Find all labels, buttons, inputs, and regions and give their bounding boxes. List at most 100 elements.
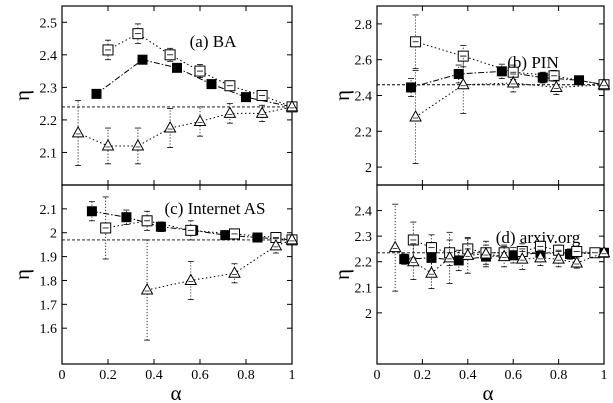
y-tick-label: 2.4	[355, 90, 373, 105]
y-tick-label: 2.4	[355, 205, 373, 220]
data-point	[497, 249, 511, 262]
data-point	[425, 266, 438, 278]
data-point	[91, 88, 102, 99]
y-tick-label: 1.7	[40, 298, 58, 313]
panel-title: (d) arxiv.org	[496, 228, 581, 247]
plot-frame	[376, 184, 605, 365]
data-point	[534, 250, 547, 263]
series-open-triangle	[409, 55, 611, 164]
data-point	[206, 79, 217, 90]
panel-title: (a) BA	[190, 32, 237, 51]
x-tick-label: 0.4	[145, 368, 163, 383]
y-tick-label: 2.1	[355, 281, 373, 296]
data-point	[537, 72, 548, 83]
y-tick-label: 2	[365, 307, 372, 322]
x-tick-label: 0.8	[237, 368, 255, 383]
x-tick-label: 0.2	[414, 368, 432, 383]
data-point	[140, 282, 154, 295]
data-point	[479, 247, 493, 259]
plot-frame	[61, 184, 293, 365]
data-point	[285, 99, 299, 112]
y-tick-label: 2.8	[355, 18, 373, 33]
series-line	[415, 82, 605, 118]
data-point	[508, 250, 519, 261]
y-tick-label: 2.2	[355, 125, 373, 140]
data-point	[549, 80, 563, 92]
y-tick-label: 2.5	[40, 16, 58, 31]
y-axis-label: η	[10, 90, 34, 101]
y-tick-label: 2.6	[355, 54, 373, 69]
data-point	[269, 238, 283, 251]
series-line	[146, 239, 293, 291]
data-point	[252, 232, 263, 243]
data-point	[241, 92, 251, 103]
data-point	[597, 77, 611, 90]
data-point	[172, 62, 182, 73]
x-tick-label: 1	[289, 368, 296, 383]
data-point	[456, 77, 470, 90]
data-point	[86, 206, 97, 217]
x-tick-label: 1	[601, 368, 608, 383]
y-tick-label: 2.2	[355, 256, 373, 271]
series-open-triangle	[140, 232, 299, 341]
data-point	[184, 273, 198, 285]
data-point	[406, 82, 417, 93]
y-axis-label: η	[10, 269, 34, 280]
series-line	[413, 239, 595, 254]
x-axis-label-left: α	[170, 381, 181, 403]
y-tick-label: 2.1	[40, 203, 58, 218]
data-point	[101, 138, 115, 151]
y-tick-label: 1.9	[40, 251, 58, 266]
series-open-triangle	[71, 99, 299, 166]
series-line	[415, 41, 605, 86]
data-point	[220, 230, 231, 241]
y-tick-label: 2.1	[40, 146, 58, 161]
panel-title: (b) PIN	[507, 53, 558, 72]
data-point	[453, 69, 464, 80]
data-point	[255, 106, 269, 118]
data-point	[228, 266, 241, 278]
series-filled-square	[91, 54, 297, 112]
panel-2: 2 2.2 2.4 2.6 2.8 η (b) PIN	[330, 5, 611, 186]
data-point	[496, 66, 507, 77]
data-point	[285, 232, 299, 245]
y-tick-label: 2.4	[40, 49, 58, 64]
x-tick-label: 0.4	[459, 368, 477, 383]
data-point	[137, 54, 148, 65]
data-point	[461, 248, 475, 260]
data-point	[564, 249, 575, 260]
data-point	[409, 109, 422, 122]
data-point	[71, 125, 85, 138]
y-tick-label: 2.3	[40, 81, 58, 96]
y-axis-label: η	[330, 90, 354, 101]
series-line	[96, 59, 293, 108]
series-open-triangle	[388, 203, 611, 292]
data-point	[515, 252, 529, 264]
x-tick-label: 0.6	[504, 368, 522, 383]
data-point	[453, 255, 464, 266]
data-point	[223, 106, 237, 118]
x-tick-label: 0.8	[550, 368, 568, 383]
y-tick-label: 2.2	[40, 114, 58, 129]
x-axis-label-right: α	[482, 381, 493, 403]
data-point	[163, 121, 177, 133]
panel-3: 1.6 1.7 1.8 1.9 2 2.1 0 0.2 0.4 0.6 0.8 1 η (c) Inter…	[10, 184, 299, 383]
y-tick-label: 2	[365, 161, 372, 176]
data-point	[552, 252, 565, 264]
x-tick-label: 0	[374, 368, 381, 383]
data-point	[597, 245, 611, 258]
data-point	[570, 255, 584, 268]
data-point	[121, 212, 132, 223]
data-point	[131, 138, 145, 151]
y-tick-label: 2	[50, 227, 57, 242]
data-point	[506, 75, 520, 88]
x-tick-label: 0.6	[191, 368, 209, 383]
y-tick-label: 1.6	[40, 322, 58, 337]
y-tick-label: 2.3	[355, 230, 373, 245]
data-point	[388, 240, 402, 253]
x-tick-label: 0.2	[99, 368, 117, 383]
y-axis-label: η	[330, 269, 354, 280]
y-tick-label: 1.8	[40, 274, 58, 289]
panel-1: 2.1 2.2 2.3 2.4 2.5 η (a) BA	[10, 5, 299, 186]
